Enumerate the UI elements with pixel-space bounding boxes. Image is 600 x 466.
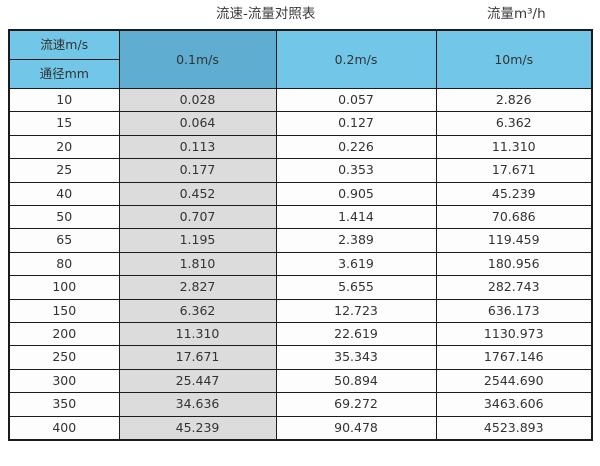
diameter-cell: 250 (8, 345, 120, 370)
flow-value-cell: 90.478 (275, 415, 437, 441)
corner-header-cell: 流速m/s 通径mm (8, 29, 120, 89)
diameter-cell: 150 (8, 298, 120, 324)
flow-value-cell: 2.826 (435, 87, 593, 113)
corner-velocity-label: 流速m/s (40, 37, 89, 52)
flow-value-cell: 636.173 (435, 298, 593, 324)
flow-value-cell: 0.127 (275, 111, 437, 136)
flow-value-cell: 1130.973 (435, 322, 593, 347)
flow-value-cell: 0.707 (118, 205, 277, 230)
diameter-cell: 100 (8, 275, 120, 300)
flow-value-cell: 0.057 (275, 87, 437, 113)
flow-value-cell: 0.452 (118, 181, 277, 207)
flow-value-cell: 0.226 (275, 134, 437, 160)
flow-value-cell: 11.310 (435, 134, 593, 160)
header-row: 流速m/s 通径mm 0.1m/s 0.2m/s 10m/s (8, 29, 593, 89)
flow-value-cell: 1.414 (275, 205, 437, 230)
corner-diameter-label: 通径mm (10, 59, 118, 88)
table-row: 15 0.064 0.127 6.362 (8, 111, 593, 136)
table-row: 150 6.362 12.723 636.173 (8, 298, 593, 324)
flow-value-cell: 17.671 (435, 158, 593, 183)
flow-value-cell: 282.743 (435, 275, 593, 300)
flow-value-cell: 4523.893 (435, 415, 593, 441)
table-row: 100 2.827 5.655 282.743 (8, 275, 593, 300)
flow-value-cell: 34.636 (118, 392, 277, 417)
table-header: 流速m/s 通径mm 0.1m/s 0.2m/s 10m/s (8, 29, 593, 89)
flow-value-cell: 0.064 (118, 111, 277, 136)
flow-value-cell: 0.177 (118, 158, 277, 183)
diameter-cell: 40 (8, 181, 120, 207)
flow-value-cell: 1.810 (118, 251, 277, 277)
diameter-cell: 25 (8, 158, 120, 183)
diameter-cell: 80 (8, 251, 120, 277)
flow-value-cell: 45.239 (435, 181, 593, 207)
table-row: 50 0.707 1.414 70.686 (8, 205, 593, 230)
flow-value-cell: 17.671 (118, 345, 277, 370)
flow-value-cell: 11.310 (118, 322, 277, 347)
diameter-cell: 350 (8, 392, 120, 417)
diameter-cell: 65 (8, 228, 120, 253)
flow-value-cell: 6.362 (118, 298, 277, 324)
column-header-velocity-0-2: 0.2m/s (275, 29, 437, 89)
diameter-cell: 400 (8, 415, 120, 441)
table-row: 350 34.636 69.272 3463.606 (8, 392, 593, 417)
flow-value-cell: 50.894 (275, 368, 437, 394)
table-row: 200 11.310 22.619 1130.973 (8, 322, 593, 347)
diameter-cell: 15 (8, 111, 120, 136)
table-row: 400 45.239 90.478 4523.893 (8, 415, 593, 441)
flow-value-cell: 2544.690 (435, 368, 593, 394)
flow-value-cell: 5.655 (275, 275, 437, 300)
flow-value-cell: 6.362 (435, 111, 593, 136)
flow-value-cell: 1.195 (118, 228, 277, 253)
column-header-velocity-10: 10m/s (435, 29, 593, 89)
flow-value-cell: 180.956 (435, 251, 593, 277)
diameter-cell: 50 (8, 205, 120, 230)
table-row: 65 1.195 2.389 119.459 (8, 228, 593, 253)
flow-value-cell: 2.827 (118, 275, 277, 300)
flow-value-cell: 1767.146 (435, 345, 593, 370)
flow-value-cell: 45.239 (118, 415, 277, 441)
table-row: 300 25.447 50.894 2544.690 (8, 368, 593, 394)
flow-value-cell: 3.619 (275, 251, 437, 277)
flow-value-cell: 69.272 (275, 392, 437, 417)
table-row: 10 0.028 0.057 2.826 (8, 87, 593, 113)
diameter-cell: 10 (8, 87, 120, 113)
flow-value-cell: 0.905 (275, 181, 437, 207)
diameter-cell: 300 (8, 368, 120, 394)
page-title: 流速-流量对照表 (216, 6, 316, 22)
flow-value-cell: 3463.606 (435, 392, 593, 417)
flow-value-cell: 2.389 (275, 228, 437, 253)
flow-value-cell: 0.353 (275, 158, 437, 183)
column-header-velocity-0-1: 0.1m/s (118, 29, 277, 89)
flow-value-cell: 119.459 (435, 228, 593, 253)
page-header: 流速-流量对照表 流量m³/h (0, 0, 600, 29)
table-body: 10 0.028 0.057 2.826 15 0.064 0.127 6.362 20 0.11… (8, 87, 593, 441)
unit-label: 流量m³/h (487, 6, 546, 22)
flow-value-cell: 25.447 (118, 368, 277, 394)
diameter-cell: 20 (8, 134, 120, 160)
flow-value-cell: 22.619 (275, 322, 437, 347)
table-row: 80 1.810 3.619 180.956 (8, 251, 593, 277)
table-row: 20 0.113 0.226 11.310 (8, 134, 593, 160)
flow-value-cell: 0.113 (118, 134, 277, 160)
flow-value-cell: 70.686 (435, 205, 593, 230)
flow-value-cell: 35.343 (275, 345, 437, 370)
table-row: 40 0.452 0.905 45.239 (8, 181, 593, 207)
flow-velocity-flowrate-table: 流速m/s 通径mm 0.1m/s 0.2m/s 10m/s 10 0.028 0.… (8, 29, 593, 442)
flow-value-cell: 0.028 (118, 87, 277, 113)
diameter-cell: 200 (8, 322, 120, 347)
table-row: 25 0.177 0.353 17.671 (8, 158, 593, 183)
flow-value-cell: 12.723 (275, 298, 437, 324)
table-row: 250 17.671 35.343 1767.146 (8, 345, 593, 370)
